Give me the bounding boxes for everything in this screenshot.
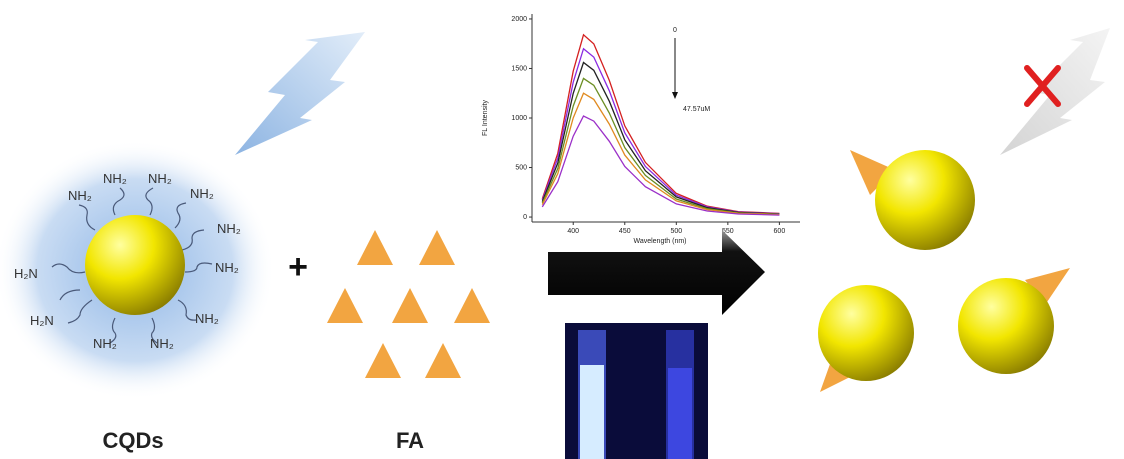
amine-label: NH₂: [215, 260, 239, 275]
y-tick-label: 1500: [511, 65, 527, 72]
x-tick-label: 450: [619, 228, 631, 235]
amine-label: NH₂: [68, 188, 92, 203]
amine-label: NH₂: [217, 221, 241, 236]
amine-label: NH₂: [103, 171, 127, 186]
quantum-dot: [818, 285, 914, 381]
quantum-dot: [958, 278, 1054, 374]
amine-label: NH₂: [195, 311, 219, 326]
cqds-label: CQDs: [102, 428, 163, 453]
amine-label: NH₂: [190, 186, 214, 201]
y-tick-label: 2000: [511, 16, 527, 23]
x-axis-label: Wavelength (nm): [633, 238, 686, 245]
spectrum-line: [542, 116, 779, 215]
x-tick-label: 400: [567, 228, 579, 235]
graphical-abstract: NH₂ NH₂ NH₂ NH₂ NH₂ NH₂ H₂N NH₂ H₂N NH₂ NH₂ + CQDs…: [0, 0, 1124, 459]
y-tick-label: 500: [515, 165, 527, 172]
x-tick-label: 600: [774, 228, 786, 235]
fa-label: FA: [396, 428, 424, 453]
spectrum-line: [542, 78, 779, 214]
amine-label: NH₂: [148, 171, 172, 186]
fa-triangles: [327, 230, 490, 378]
annotation-arrowhead: [672, 92, 678, 99]
quantum-dot: [85, 215, 185, 315]
y-axis-label: FL Intensity: [482, 100, 489, 136]
amine-label: NH₂: [93, 336, 117, 351]
y-tick-label: 1000: [511, 115, 527, 122]
plus-sign: +: [288, 248, 308, 286]
annotation: 47.57uM: [683, 106, 710, 113]
amine-label: NH₂: [150, 336, 174, 351]
lightning-blocked: [1000, 28, 1110, 155]
x-tick-label: 500: [670, 228, 682, 235]
spectrum-line: [542, 93, 779, 214]
quantum-dot: [875, 150, 975, 250]
cuvette-glow: [668, 368, 692, 459]
amine-label: H₂N: [30, 313, 54, 328]
cuvette-glow: [580, 365, 604, 459]
amine-label: H₂N: [14, 266, 38, 281]
annotation: 0: [673, 27, 677, 34]
y-tick-label: 0: [523, 214, 527, 221]
lightning: [235, 32, 365, 155]
spectrum-line: [542, 63, 779, 215]
spectrum-line: [542, 49, 779, 214]
